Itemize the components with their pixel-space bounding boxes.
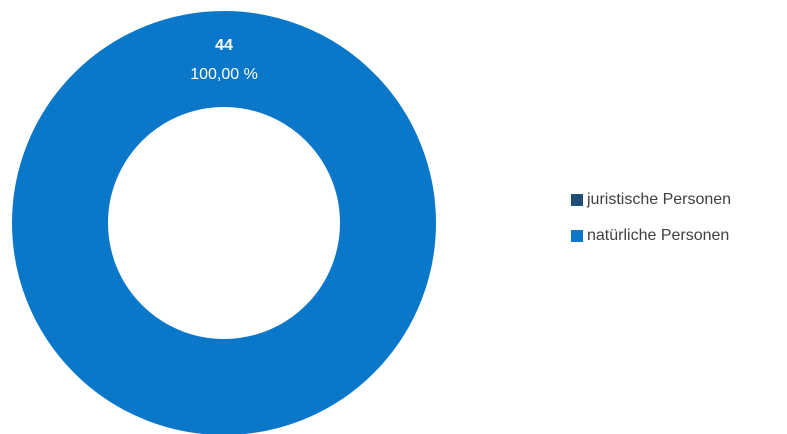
legend: juristische Personen natürliche Personen — [571, 190, 785, 262]
data-label-value: 44 — [215, 37, 233, 54]
legend-item-natuerliche-personen: natürliche Personen — [571, 226, 785, 246]
legend-item-juristische-personen: juristische Personen — [571, 190, 785, 210]
legend-swatch-natuerliche-personen — [571, 230, 583, 242]
donut-slice-natuerliche-personen — [12, 11, 436, 434]
data-label-percent: 100,00 % — [190, 66, 258, 83]
data-labels: 44 100,00 % — [190, 37, 258, 83]
legend-label: natürliche Personen — [587, 227, 730, 244]
legend-label: juristische Personen — [587, 191, 732, 208]
legend-swatch-juristische-personen — [571, 194, 583, 206]
donut-slices — [12, 11, 436, 434]
